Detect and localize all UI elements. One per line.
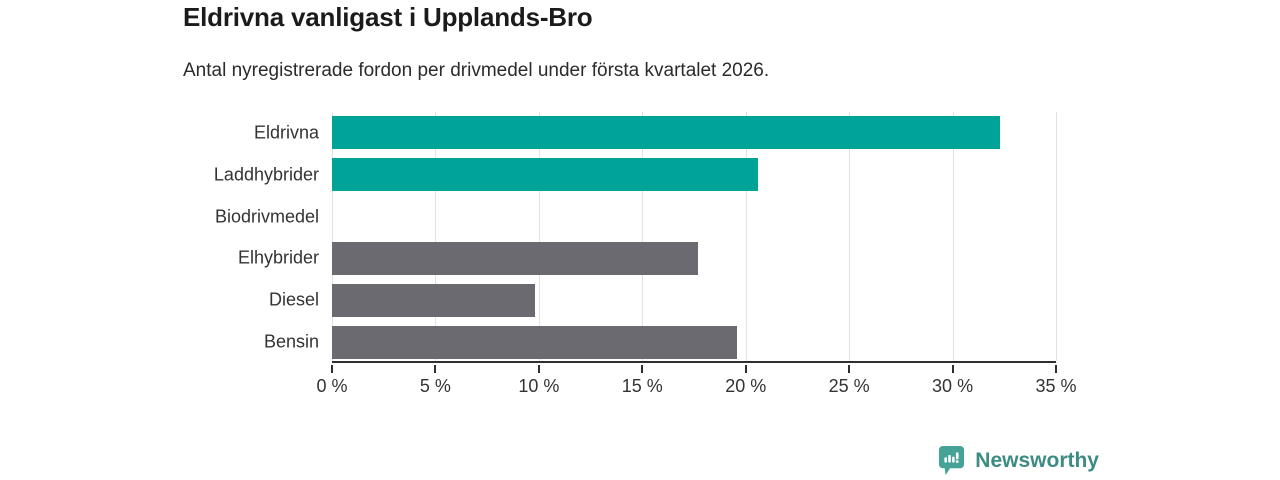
bar [332,241,699,275]
bar-row [332,283,1056,317]
category-label: Diesel [268,289,319,310]
newsworthy-logo-icon [939,446,965,476]
brand-name: Newsworthy [975,448,1099,472]
chart-title: Eldrivna vanligast i Upplands-Bro [183,2,593,32]
category-label: Laddhybrider [213,164,319,185]
gridline [332,112,333,361]
category-label: Eldrivna [253,122,319,143]
x-axis-tick-label: 25 % [828,376,870,396]
x-axis-tick-label: 35 % [1035,376,1077,396]
x-axis-tick [951,365,954,373]
bar [332,158,759,192]
gridline [1056,112,1057,361]
x-axis-tick [848,365,851,373]
x-axis-tick-label: 0 % [316,376,348,396]
bar-row [332,116,1056,150]
gridline [642,112,644,361]
bar [332,325,738,359]
gridline [849,112,851,361]
bar [332,283,535,317]
bar [332,116,1001,150]
category-label: Biodrivmedel [214,206,319,227]
x-axis-tick [1055,365,1057,373]
category-labels: Eldrivna Laddhybrider Biodrivmedel Elhybrid… [0,112,319,363]
category-label: Bensin [263,331,319,352]
brand-logo: Newsworthy [938,445,1099,476]
bar-row [332,158,1056,192]
gridline [952,112,954,361]
bar-row [332,241,1056,275]
x-axis-tick-label: 20 % [725,376,767,396]
gridline [745,112,747,361]
x-axis-tick [641,365,644,373]
x-axis-tick-label: 5 % [419,376,451,396]
bar-row [332,325,1056,359]
x-axis-tick [331,365,333,373]
gridline [435,112,437,361]
bar-row [332,200,1056,233]
x-axis-tick [434,365,437,373]
x-axis-tick [537,365,540,373]
x-axis-tick [744,365,747,373]
x-axis-tick-label: 10 % [518,376,560,396]
x-axis: 0 % 5 % 10 % 15 % 20 % 25 % 30 % 35 % [316,365,1077,405]
x-axis-tick-label: 15 % [621,376,663,396]
gridline [538,112,540,361]
chart-subtitle: Antal nyregistrerade fordon per drivmede… [183,60,770,81]
plot-area [332,112,1057,363]
category-label: Elhybrider [237,247,319,268]
x-axis-tick-label: 30 % [932,376,974,396]
